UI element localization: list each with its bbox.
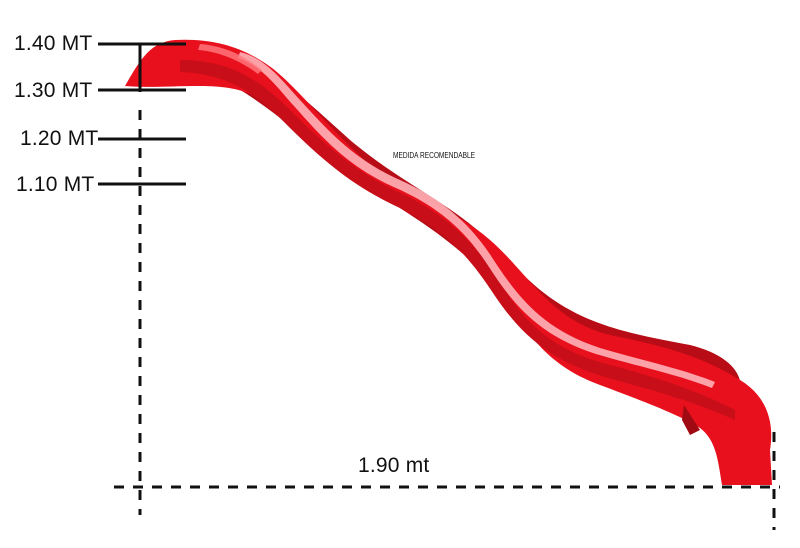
height-label-1-40: 1.40 MT bbox=[14, 32, 93, 55]
slide-highlight bbox=[238, 52, 715, 388]
height-label-1-10: 1.10 MT bbox=[16, 173, 95, 196]
height-label-1-30: 1.30 MT bbox=[14, 79, 93, 102]
slide-body bbox=[125, 39, 772, 485]
length-label: 1.90 mt bbox=[358, 454, 430, 477]
height-label-1-20: 1.20 MT bbox=[20, 127, 99, 150]
recommended-measure-note: MEDIDA RECOMENDABLE bbox=[393, 151, 476, 160]
slide-chute-shadow bbox=[180, 60, 735, 420]
slide-end-support bbox=[682, 405, 700, 435]
slide-highlight-2 bbox=[198, 44, 262, 74]
